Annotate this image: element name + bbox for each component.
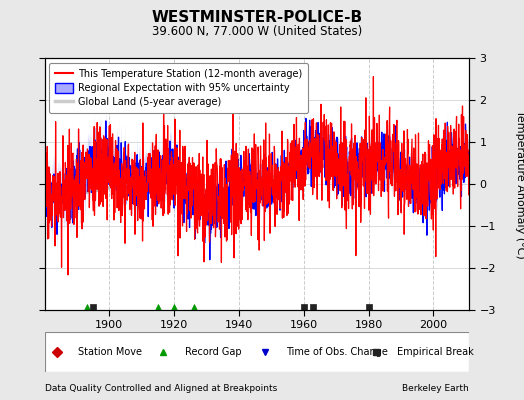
- Text: Record Gap: Record Gap: [184, 347, 241, 357]
- Y-axis label: Temperature Anomaly (°C): Temperature Anomaly (°C): [515, 110, 524, 258]
- Text: WESTMINSTER-POLICE-B: WESTMINSTER-POLICE-B: [151, 10, 362, 26]
- Text: Berkeley Earth: Berkeley Earth: [402, 384, 469, 393]
- Text: Data Quality Controlled and Aligned at Breakpoints: Data Quality Controlled and Aligned at B…: [45, 384, 277, 393]
- Text: Station Move: Station Move: [79, 347, 143, 357]
- Text: Empirical Break: Empirical Break: [397, 347, 474, 357]
- Text: Time of Obs. Change: Time of Obs. Change: [287, 347, 388, 357]
- Legend: This Temperature Station (12-month average), Regional Expectation with 95% uncer: This Temperature Station (12-month avera…: [49, 63, 308, 113]
- Text: 39.600 N, 77.000 W (United States): 39.600 N, 77.000 W (United States): [151, 26, 362, 38]
